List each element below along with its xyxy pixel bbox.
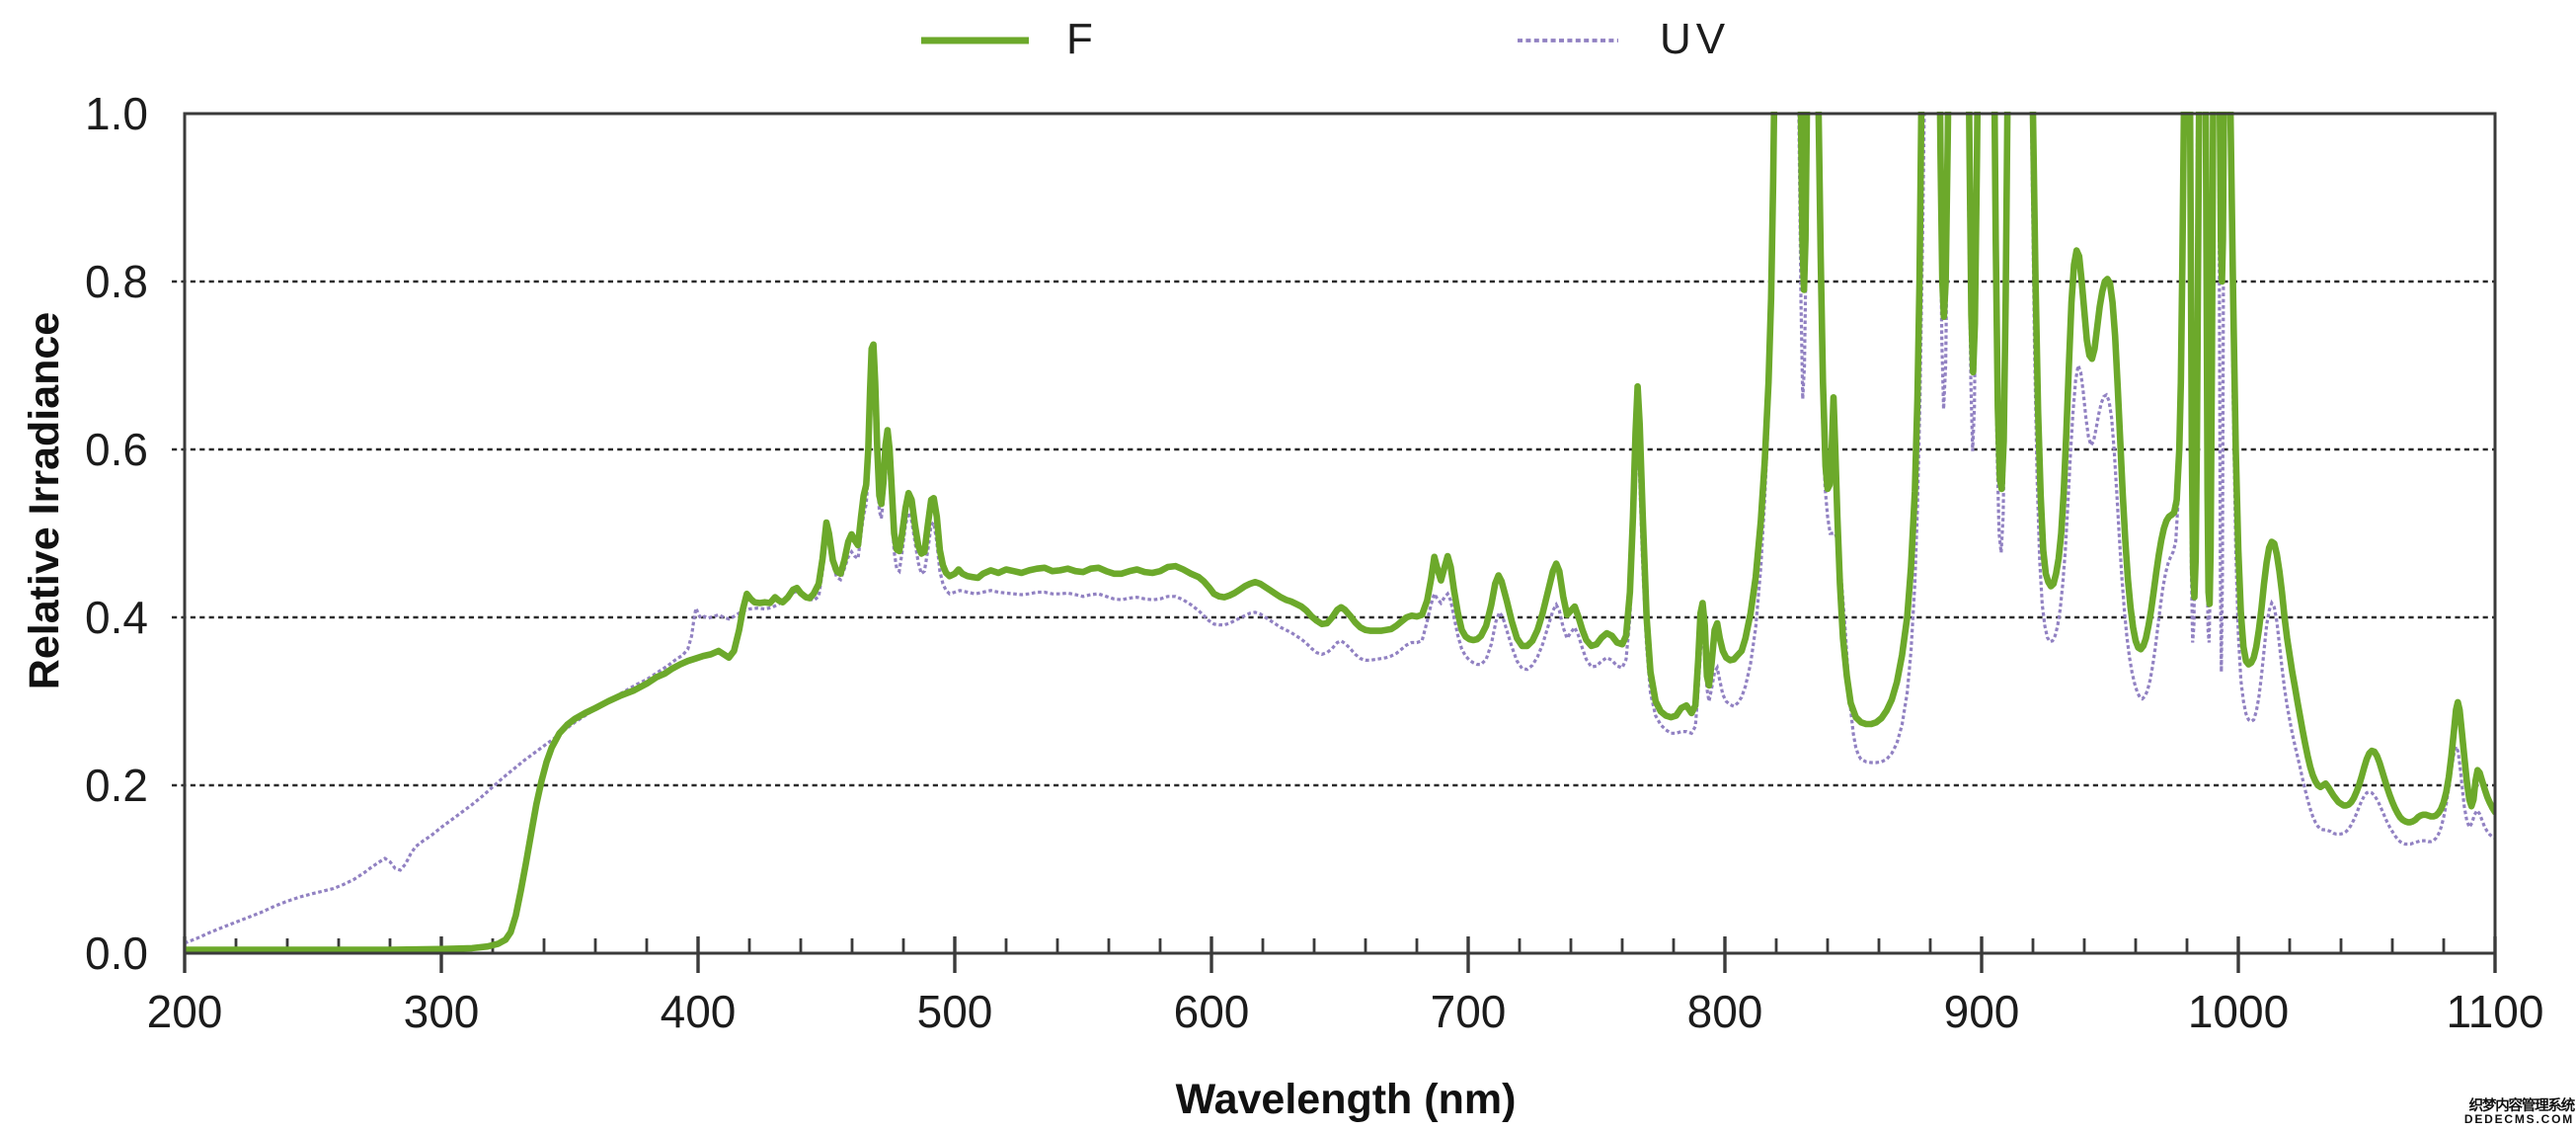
svg-text:1.0: 1.0 bbox=[85, 88, 148, 139]
svg-text:600: 600 bbox=[1174, 986, 1250, 1037]
svg-text:0.4: 0.4 bbox=[85, 592, 148, 643]
svg-text:1100: 1100 bbox=[2447, 986, 2544, 1037]
svg-text:0.2: 0.2 bbox=[85, 760, 148, 811]
svg-text:F: F bbox=[1066, 15, 1093, 63]
svg-text:900: 900 bbox=[1944, 986, 2020, 1037]
svg-text:200: 200 bbox=[147, 986, 223, 1037]
svg-text:700: 700 bbox=[1431, 986, 1507, 1037]
svg-text:1000: 1000 bbox=[2188, 986, 2289, 1037]
svg-text:0.8: 0.8 bbox=[85, 256, 148, 307]
svg-text:Wavelength (nm): Wavelength (nm) bbox=[1176, 1076, 1517, 1123]
svg-text:400: 400 bbox=[661, 986, 737, 1037]
svg-text:UV: UV bbox=[1660, 15, 1730, 63]
svg-text:500: 500 bbox=[917, 986, 993, 1037]
svg-text:800: 800 bbox=[1687, 986, 1763, 1037]
svg-text:300: 300 bbox=[404, 986, 480, 1037]
svg-text:0.6: 0.6 bbox=[85, 424, 148, 475]
svg-text:Relative Irradiance: Relative Irradiance bbox=[21, 312, 68, 689]
svg-text:0.0: 0.0 bbox=[85, 928, 148, 979]
